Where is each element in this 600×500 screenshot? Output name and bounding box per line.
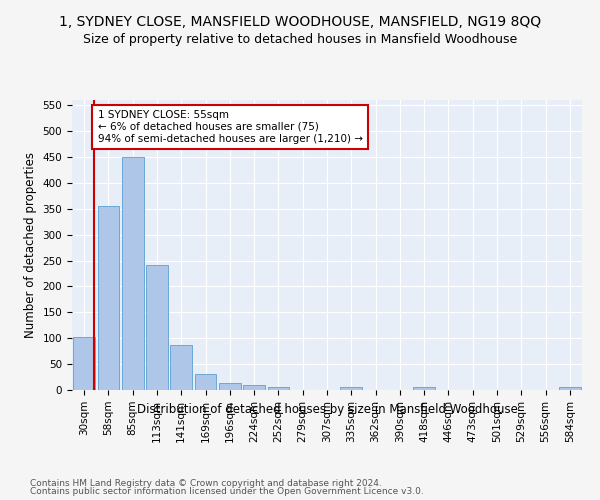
Bar — [146, 264, 168, 390]
Bar — [559, 388, 581, 390]
Bar — [194, 374, 217, 390]
Bar — [268, 388, 289, 390]
Text: 1 SYDNEY CLOSE: 55sqm
← 6% of detached houses are smaller (75)
94% of semi-detac: 1 SYDNEY CLOSE: 55sqm ← 6% of detached h… — [97, 110, 362, 144]
Text: Distribution of detached houses by size in Mansfield Woodhouse: Distribution of detached houses by size … — [137, 402, 517, 415]
Text: Contains public sector information licensed under the Open Government Licence v3: Contains public sector information licen… — [30, 487, 424, 496]
Text: Contains HM Land Registry data © Crown copyright and database right 2024.: Contains HM Land Registry data © Crown c… — [30, 478, 382, 488]
Bar — [170, 345, 192, 390]
Text: Size of property relative to detached houses in Mansfield Woodhouse: Size of property relative to detached ho… — [83, 32, 517, 46]
Bar — [122, 158, 143, 390]
Text: 1, SYDNEY CLOSE, MANSFIELD WOODHOUSE, MANSFIELD, NG19 8QQ: 1, SYDNEY CLOSE, MANSFIELD WOODHOUSE, MA… — [59, 15, 541, 29]
Y-axis label: Number of detached properties: Number of detached properties — [24, 152, 37, 338]
Bar — [413, 388, 435, 390]
Bar — [97, 206, 119, 390]
Bar — [219, 383, 241, 390]
Bar — [340, 388, 362, 390]
Bar — [243, 386, 265, 390]
Bar — [73, 336, 95, 390]
